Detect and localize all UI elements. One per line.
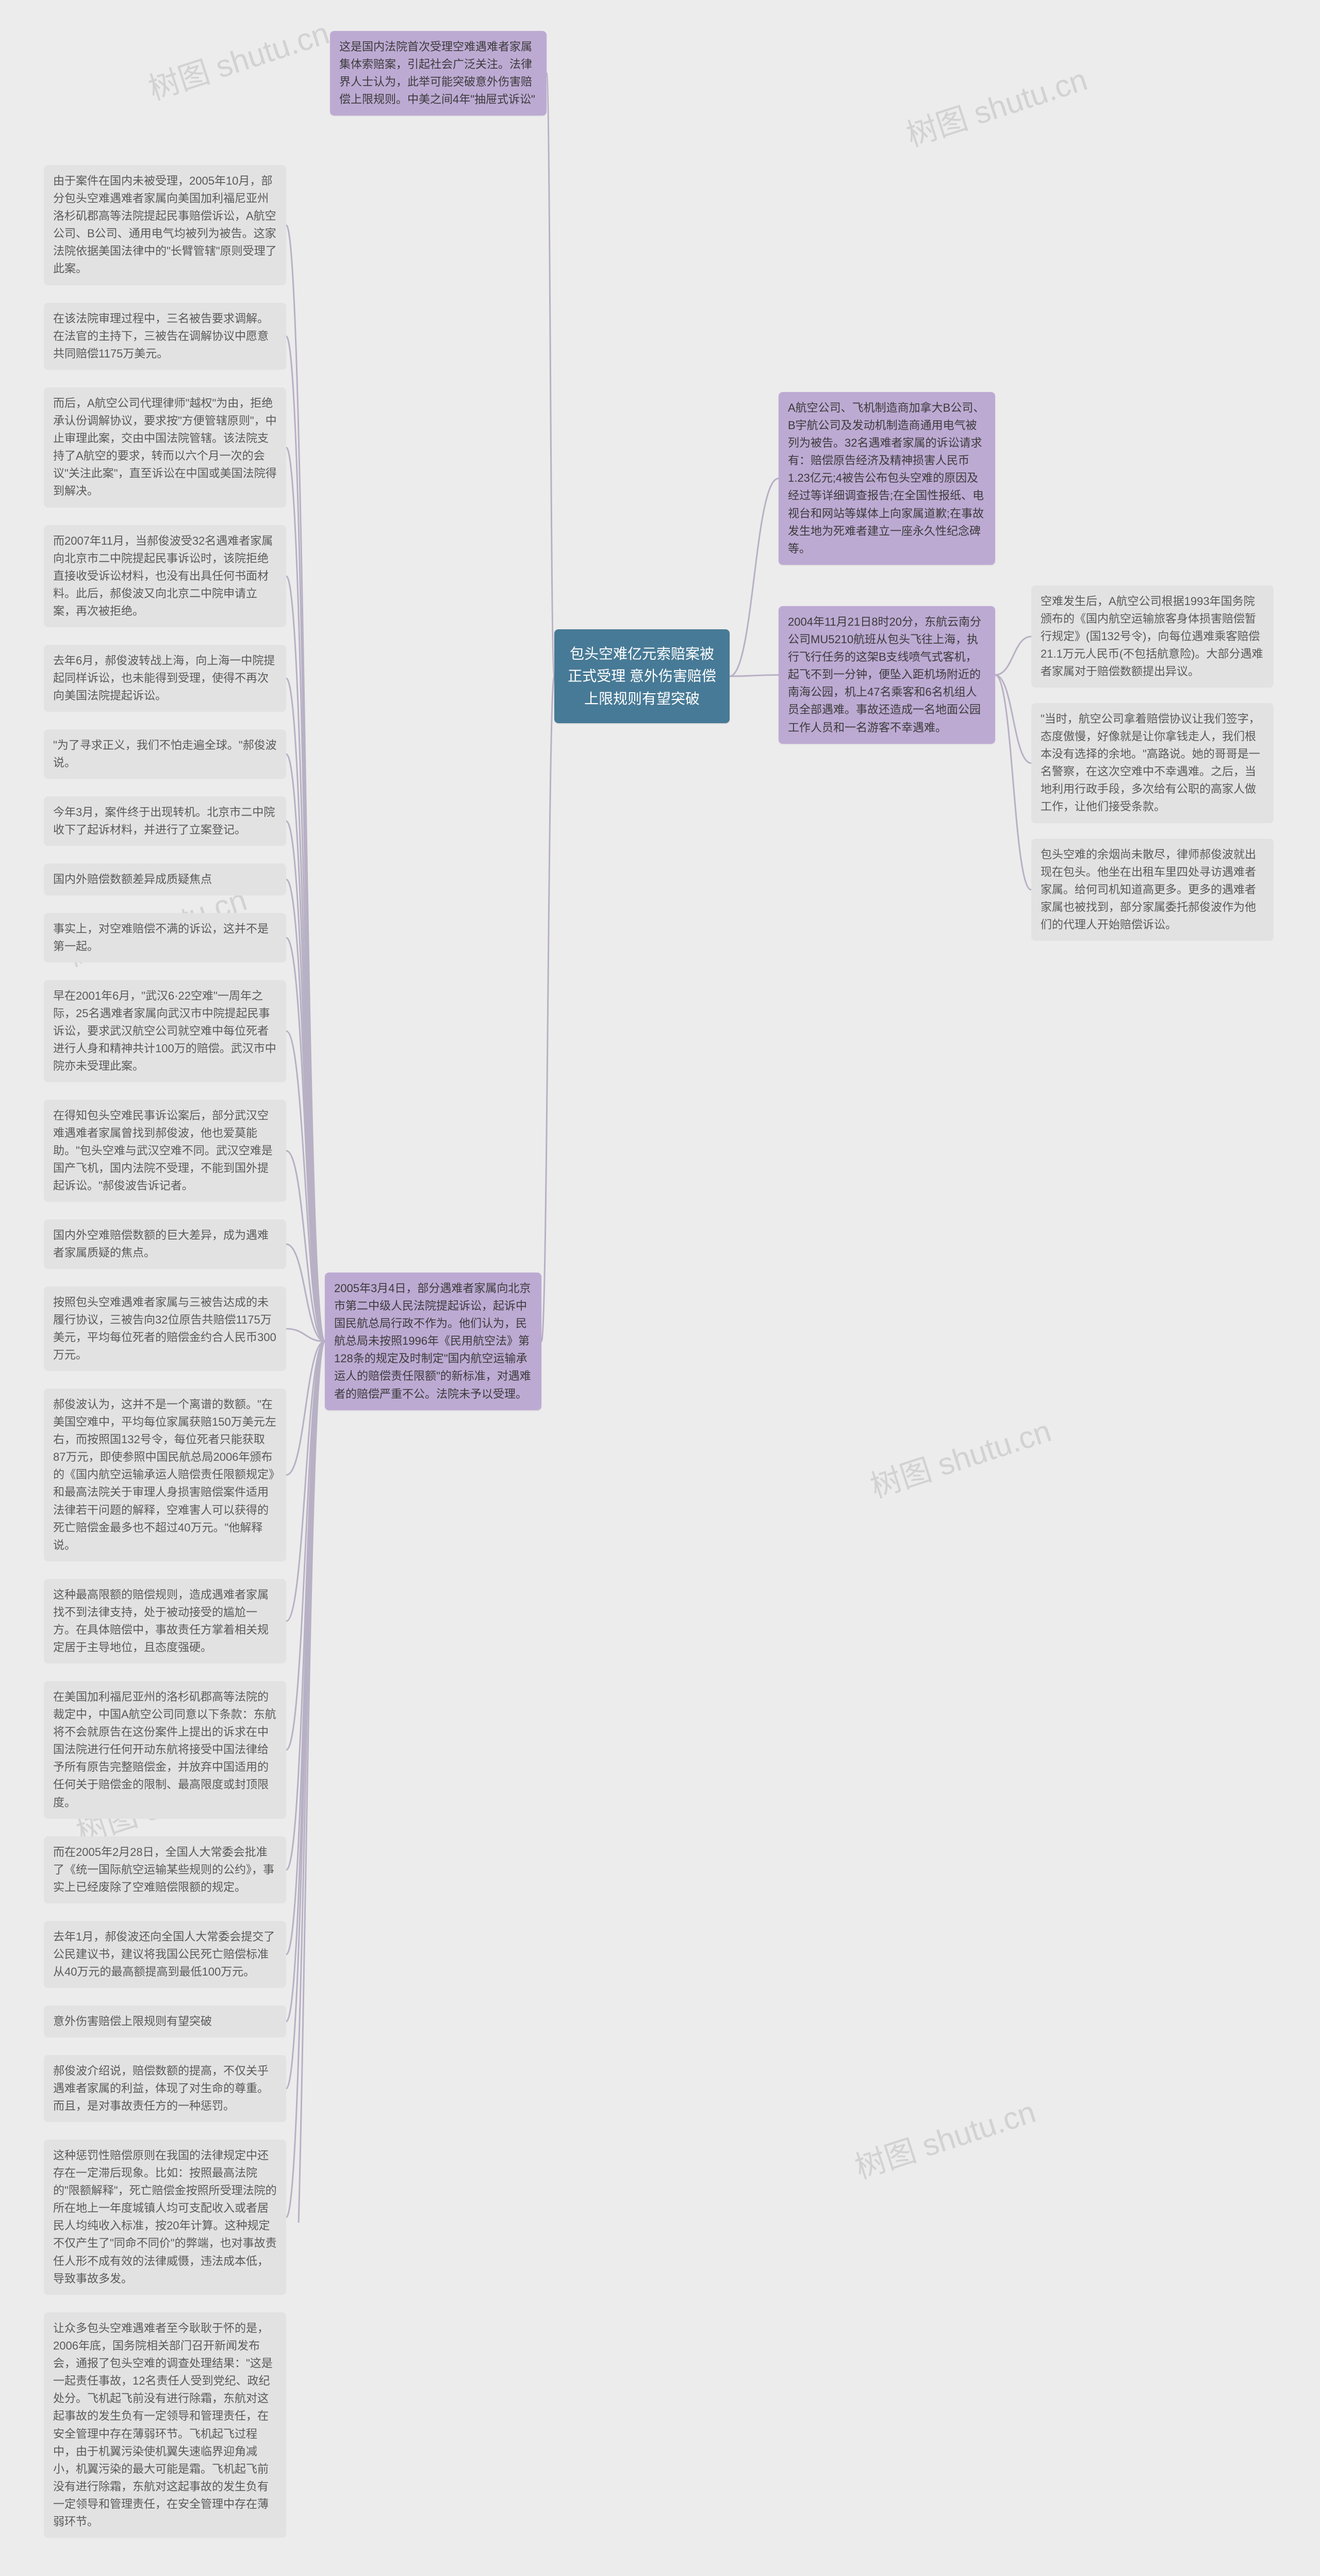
grey-node: 意外伤害赔偿上限规则有望突破	[44, 2006, 286, 2037]
grey-node: "为了寻求正义，我们不怕走遍全球。"郝俊波说。	[44, 729, 286, 779]
grey-node: 国内外赔偿数额差异成质疑焦点	[44, 863, 286, 895]
node-text: 2004年11月21日8时20分，东航云南分公司MU5210航班从包头飞往上海，…	[788, 615, 981, 734]
grey-node: 去年1月，郝俊波还向全国人大常委会提交了公民建议书，建议将我国公民死亡赔偿标准从…	[44, 1921, 286, 1988]
grey-node: 事实上，对空难赔偿不满的诉讼，这并不是第一起。	[44, 913, 286, 963]
grey-node: 这种惩罚性赔偿原则在我国的法律规定中还存在一定滞后现象。比如：按照最高法院的"限…	[44, 2140, 286, 2295]
node-text: 早在2001年6月，"武汉6·22空难"一周年之际，25名遇难者家属向武汉市中院…	[53, 989, 276, 1072]
purple-node: 2005年3月4日，部分遇难者家属向北京市第二中级人民法院提起诉讼，起诉中国民航…	[325, 1273, 541, 1410]
grey-node: 郝俊波介绍说，赔偿数额的提高，不仅关乎遇难者家属的利益，体现了对生命的尊重。而且…	[44, 2055, 286, 2122]
node-text: A航空公司、飞机制造商加拿大B公司、B宇航公司及发动机制造商通用电气被列为被告。…	[788, 401, 984, 555]
grey-node: 包头空难的余烟尚未散尽，律师郝俊波就出现在包头。他坐在出租车里四处寻访遇难者家属…	[1031, 839, 1274, 941]
node-text: "为了寻求正义，我们不怕走遍全球。"郝俊波说。	[53, 739, 277, 769]
watermark: 树图 shutu.cn	[864, 1406, 1056, 1507]
node-text: 郝俊波介绍说，赔偿数额的提高，不仅关乎遇难者家属的利益，体现了对生命的尊重。而且…	[53, 2064, 269, 2112]
node-text: 郝俊波认为，这并不是一个离谱的数额。"在美国空难中，平均每位家属获赔150万美元…	[53, 1398, 276, 1552]
node-text: 这种最高限额的赔偿规则，造成遇难者家属找不到法律支持，处于被动接受的尴尬一方。在…	[53, 1588, 269, 1654]
node-text: 在得知包头空难民事诉讼案后，部分武汉空难遇难者家属曾找到郝俊波，他也爱莫能助。"…	[53, 1109, 273, 1192]
node-text: 去年6月，郝俊波转战上海，向上海一中院提起同样诉讼，也未能得到受理，使得不再次向…	[53, 654, 275, 702]
grey-node: 这种最高限额的赔偿规则，造成遇难者家属找不到法律支持，处于被动接受的尴尬一方。在…	[44, 1579, 286, 1664]
grey-node: 而2007年11月，当郝俊波受32名遇难者家属向北京市二中院提起民事诉讼时，该院…	[44, 525, 286, 627]
root-text: 包头空难亿元索赔案被正式受理 意外伤害赔偿上限规则有望突破	[568, 646, 716, 707]
grey-node: 由于案件在国内未被受理，2005年10月，部分包头空难遇难者家属向美国加利福尼亚…	[44, 165, 286, 285]
node-text: 这种惩罚性赔偿原则在我国的法律规定中还存在一定滞后现象。比如：按照最高法院的"限…	[53, 2149, 277, 2285]
node-text: 去年1月，郝俊波还向全国人大常委会提交了公民建议书，建议将我国公民死亡赔偿标准从…	[53, 1930, 275, 1978]
node-text: 今年3月，案件终于出现转机。北京市二中院收下了起诉材料，并进行了立案登记。	[53, 806, 275, 836]
node-text: 而后，A航空公司代理律师"越权"为由，拒绝承认份调解协议，要求按"方便管辖原则"…	[53, 397, 277, 497]
grey-node: 早在2001年6月，"武汉6·22空难"一周年之际，25名遇难者家属向武汉市中院…	[44, 980, 286, 1082]
grey-node: 在美国加利福尼亚州的洛杉矶郡高等法院的裁定中，中国A航空公司同意以下条款：东航将…	[44, 1681, 286, 1819]
node-text: 空难发生后，A航空公司根据1993年国务院颁布的《国内航空运输旅客身体损害赔偿暂…	[1041, 595, 1263, 678]
purple-node: A航空公司、飞机制造商加拿大B公司、B宇航公司及发动机制造商通用电气被列为被告。…	[779, 392, 995, 565]
node-text: 由于案件在国内未被受理，2005年10月，部分包头空难遇难者家属向美国加利福尼亚…	[53, 174, 277, 275]
purple-node: 2004年11月21日8时20分，东航云南分公司MU5210航班从包头飞往上海，…	[779, 606, 995, 744]
node-text: 而在2005年2月28日，全国人大常委会批准了《统一国际航空运输某些规则的公约》…	[53, 1846, 274, 1894]
grey-node: 去年6月，郝俊波转战上海，向上海一中院提起同样诉讼，也未能得到受理，使得不再次向…	[44, 645, 286, 712]
grey-node: "当时，航空公司拿着赔偿协议让我们签字，态度傲慢，好像就是让你拿钱走人，我们根本…	[1031, 703, 1274, 823]
grey-node: 在该法院审理过程中，三名被告要求调解。在法官的主持下，三被告在调解协议中愿意共同…	[44, 303, 286, 370]
grey-node: 郝俊波认为，这并不是一个离谱的数额。"在美国空难中，平均每位家属获赔150万美元…	[44, 1389, 286, 1561]
grey-node: 让众多包头空难遇难者至今耿耿于怀的是，2006年底，国务院相关部门召开新闻发布会…	[44, 2312, 286, 2538]
grey-node: 按照包头空难遇难者家属与三被告达成的未履行协议，三被告向32位原告共赔偿1175…	[44, 1286, 286, 1371]
node-text: 2005年3月4日，部分遇难者家属向北京市第二中级人民法院提起诉讼，起诉中国民航…	[334, 1282, 531, 1400]
grey-node: 国内外空难赔偿数额的巨大差异，成为遇难者家属质疑的焦点。	[44, 1219, 286, 1269]
grey-node: 今年3月，案件终于出现转机。北京市二中院收下了起诉材料，并进行了立案登记。	[44, 796, 286, 846]
grey-node: 在得知包头空难民事诉讼案后，部分武汉空难遇难者家属曾找到郝俊波，他也爱莫能助。"…	[44, 1100, 286, 1202]
node-text: 在美国加利福尼亚州的洛杉矶郡高等法院的裁定中，中国A航空公司同意以下条款：东航将…	[53, 1690, 276, 1809]
root-node: 包头空难亿元索赔案被正式受理 意外伤害赔偿上限规则有望突破	[554, 629, 730, 723]
node-text: 国内外空难赔偿数额的巨大差异，成为遇难者家属质疑的焦点。	[53, 1229, 269, 1259]
grey-node: 而后，A航空公司代理律师"越权"为由，拒绝承认份调解协议，要求按"方便管辖原则"…	[44, 387, 286, 508]
purple-node: 这是国内法院首次受理空难遇难者家属集体索赔案，引起社会广泛关注。法律界人士认为，…	[330, 31, 547, 116]
node-text: "当时，航空公司拿着赔偿协议让我们签字，态度傲慢，好像就是让你拿钱走人，我们根本…	[1041, 712, 1260, 813]
node-text: 按照包头空难遇难者家属与三被告达成的未履行协议，三被告向32位原告共赔偿1175…	[53, 1296, 276, 1361]
watermark: 树图 shutu.cn	[848, 2087, 1041, 2188]
node-text: 事实上，对空难赔偿不满的诉讼，这并不是第一起。	[53, 922, 269, 953]
watermark: 树图 shutu.cn	[900, 55, 1092, 155]
node-text: 在该法院审理过程中，三名被告要求调解。在法官的主持下，三被告在调解协议中愿意共同…	[53, 312, 269, 360]
grey-node: 而在2005年2月28日，全国人大常委会批准了《统一国际航空运输某些规则的公约》…	[44, 1836, 286, 1903]
node-text: 这是国内法院首次受理空难遇难者家属集体索赔案，引起社会广泛关注。法律界人士认为，…	[339, 40, 535, 106]
node-text: 让众多包头空难遇难者至今耿耿于怀的是，2006年底，国务院相关部门召开新闻发布会…	[53, 2322, 273, 2528]
node-text: 国内外赔偿数额差异成质疑焦点	[53, 873, 212, 886]
node-text: 而2007年11月，当郝俊波受32名遇难者家属向北京市二中院提起民事诉讼时，该院…	[53, 534, 273, 617]
watermark: 树图 shutu.cn	[142, 8, 334, 109]
node-text: 意外伤害赔偿上限规则有望突破	[53, 2015, 212, 2028]
node-text: 包头空难的余烟尚未散尽，律师郝俊波就出现在包头。他坐在出租车里四处寻访遇难者家属…	[1041, 848, 1256, 931]
grey-node: 空难发生后，A航空公司根据1993年国务院颁布的《国内航空运输旅客身体损害赔偿暂…	[1031, 585, 1274, 688]
